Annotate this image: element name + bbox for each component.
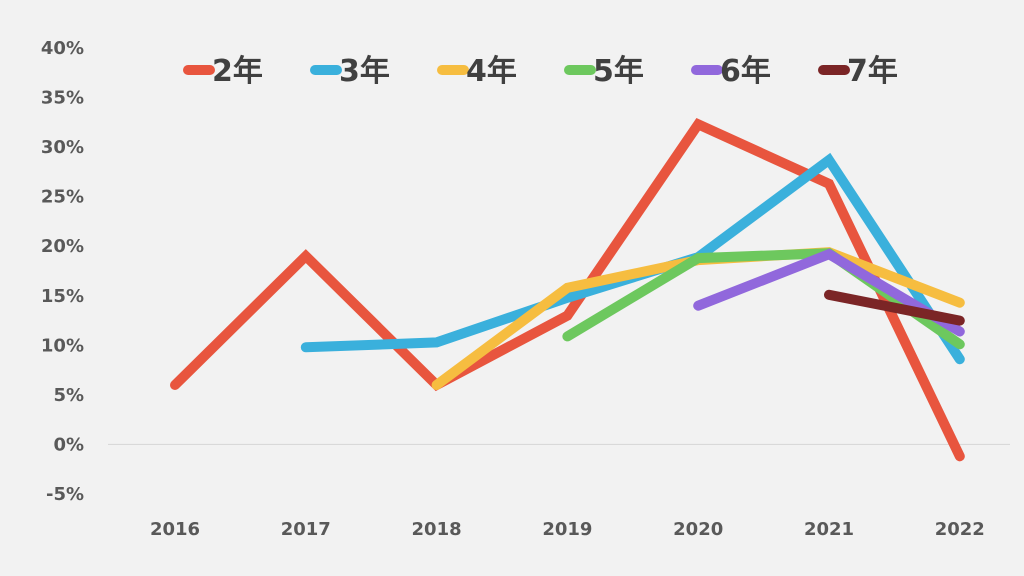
y-tick-label: 10% <box>41 335 84 356</box>
x-tick-label: 2016 <box>150 519 200 540</box>
x-tick-label: 2018 <box>412 519 462 540</box>
x-tick-label: 2022 <box>935 519 985 540</box>
series-line-5nen <box>562 248 965 350</box>
legend-item: 3年 <box>310 54 390 89</box>
y-tick-label: 0% <box>53 434 84 455</box>
x-tick-label: 2017 <box>281 519 331 540</box>
y-tick-label: 30% <box>41 137 84 158</box>
y-tick-label: 5% <box>53 385 84 406</box>
series-line-6nen <box>693 248 965 337</box>
series-line-7nen <box>824 289 965 326</box>
series-lines <box>170 118 965 462</box>
x-tick-label: 2021 <box>804 519 854 540</box>
y-tick-label: -5% <box>46 484 84 505</box>
series-line-2nen <box>170 118 965 462</box>
y-tick-label: 40% <box>41 38 84 59</box>
legend: 2年 3年 4年 5年 6年 7年 <box>183 54 898 89</box>
legend-item: 6年 <box>691 54 771 89</box>
legend-label: 4年 <box>466 54 517 89</box>
legend-item: 5年 <box>564 54 644 89</box>
legend-item: 7年 <box>818 54 898 89</box>
y-axis-ticks: 40% 35% 30% 25% 20% 15% 10% 5% 0% -5% <box>41 38 84 505</box>
y-tick-label: 35% <box>41 88 84 109</box>
legend-item: 2年 <box>183 54 263 89</box>
y-tick-label: 20% <box>41 236 84 257</box>
legend-label: 3年 <box>339 54 390 89</box>
x-axis-ticks: 2016 2017 2018 2019 2020 2021 2022 <box>150 519 985 540</box>
legend-label: 6年 <box>720 54 771 89</box>
legend-item: 4年 <box>437 54 517 89</box>
x-tick-label: 2019 <box>542 519 592 540</box>
y-tick-label: 25% <box>41 187 84 208</box>
x-tick-label: 2020 <box>673 519 723 540</box>
legend-label: 7年 <box>847 54 898 89</box>
y-tick-label: 15% <box>41 286 84 307</box>
legend-label: 5年 <box>593 54 644 89</box>
legend-label: 2年 <box>212 54 263 89</box>
